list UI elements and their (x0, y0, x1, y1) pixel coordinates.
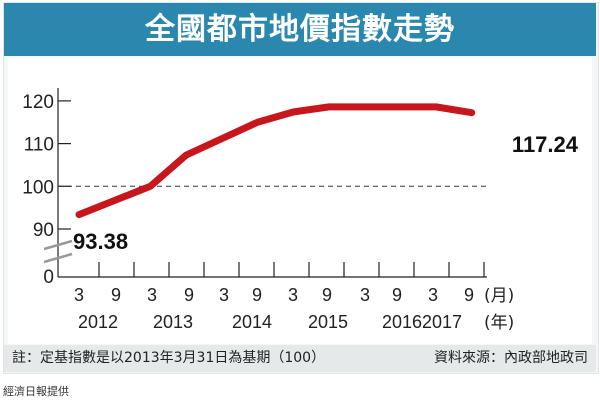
x-tick-month-label: 9 (322, 285, 332, 305)
axis-break-mark (43, 239, 73, 251)
x-month-unit-label: (月) (484, 286, 514, 306)
y-tick-label: 120 (22, 92, 54, 113)
y-tick-label: 0 (43, 267, 54, 288)
x-tick-month-label: 3 (428, 285, 438, 305)
y-tick-label: 100 (22, 177, 54, 198)
x-tick-month-label: 3 (288, 285, 298, 305)
x-tick-month-label: 3 (219, 285, 229, 305)
footer-bar: 註：定基指數是以2013年3月31日為基期（100） 資料來源：內政部地政司 (4, 345, 596, 372)
x-year-unit-label: (年) (484, 313, 514, 333)
series-line (75, 103, 476, 219)
x-tick-year-label: 2017 (422, 312, 462, 332)
base-period-note: 註：定基指數是以2013年3月31日為基期（100） (12, 350, 326, 366)
x-tick-month-label: 9 (252, 285, 262, 305)
x-tick-year-label: 2013 (153, 312, 193, 332)
data-source: 資料來源：內政部地政司 (434, 350, 588, 366)
x-tick-year-label: 2014 (232, 312, 272, 332)
x-tick-year-label: 2016 (382, 312, 422, 332)
x-tick-year-label: 2012 (78, 312, 118, 332)
x-tick-month-label: 9 (464, 285, 474, 305)
y-tick-label: 90 (33, 220, 54, 241)
x-tick-month-label: 3 (147, 285, 157, 305)
x-tick-year-label: 2015 (308, 312, 348, 332)
y-tick-label: 110 (24, 135, 54, 156)
x-tick-month-label: 9 (111, 285, 121, 305)
chart-title: 全國都市地價指數走勢 (4, 3, 596, 56)
axis-break-mark (43, 252, 73, 264)
x-tick-month-label: 3 (360, 285, 370, 305)
end-value-label: 117.24 (512, 132, 579, 157)
x-tick-month-label: 3 (74, 285, 84, 305)
credit: 經濟日報提供 (3, 385, 69, 398)
x-tick-month-label: 9 (392, 285, 402, 305)
x-tick-month-label: 9 (184, 285, 194, 305)
start-value-label: 93.38 (73, 229, 128, 254)
